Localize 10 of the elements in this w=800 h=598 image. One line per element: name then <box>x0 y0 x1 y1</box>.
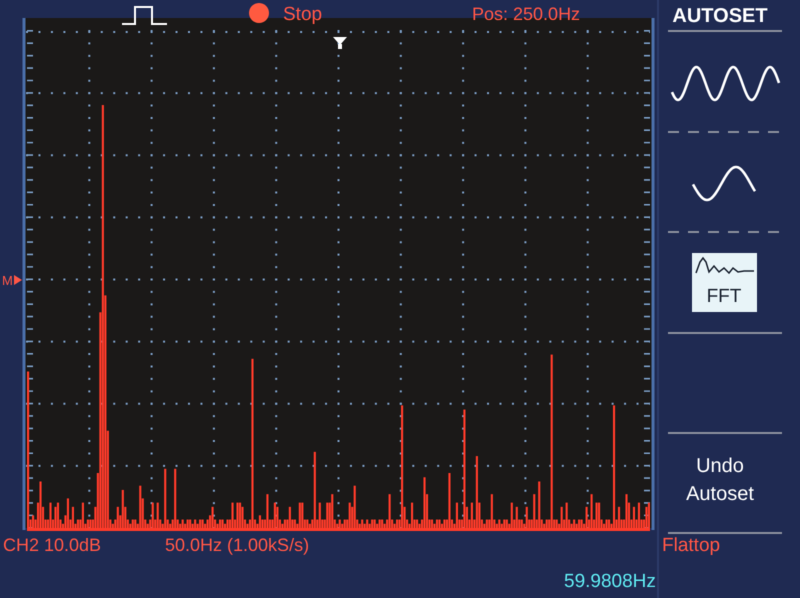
text: CH2 10.0dB <box>3 535 102 555</box>
text: 50.0Hz (1.00kS/s) <box>165 535 310 555</box>
text: Undo Autoset <box>686 455 754 505</box>
text: Pos: 250.0Hz <box>472 4 580 24</box>
text: 59.9808Hz <box>564 571 656 592</box>
text: Flattop <box>662 535 720 556</box>
text: M <box>2 273 13 288</box>
text: AUTOSET <box>672 5 768 27</box>
text: Stop <box>283 4 322 25</box>
text: FFT <box>706 286 742 307</box>
